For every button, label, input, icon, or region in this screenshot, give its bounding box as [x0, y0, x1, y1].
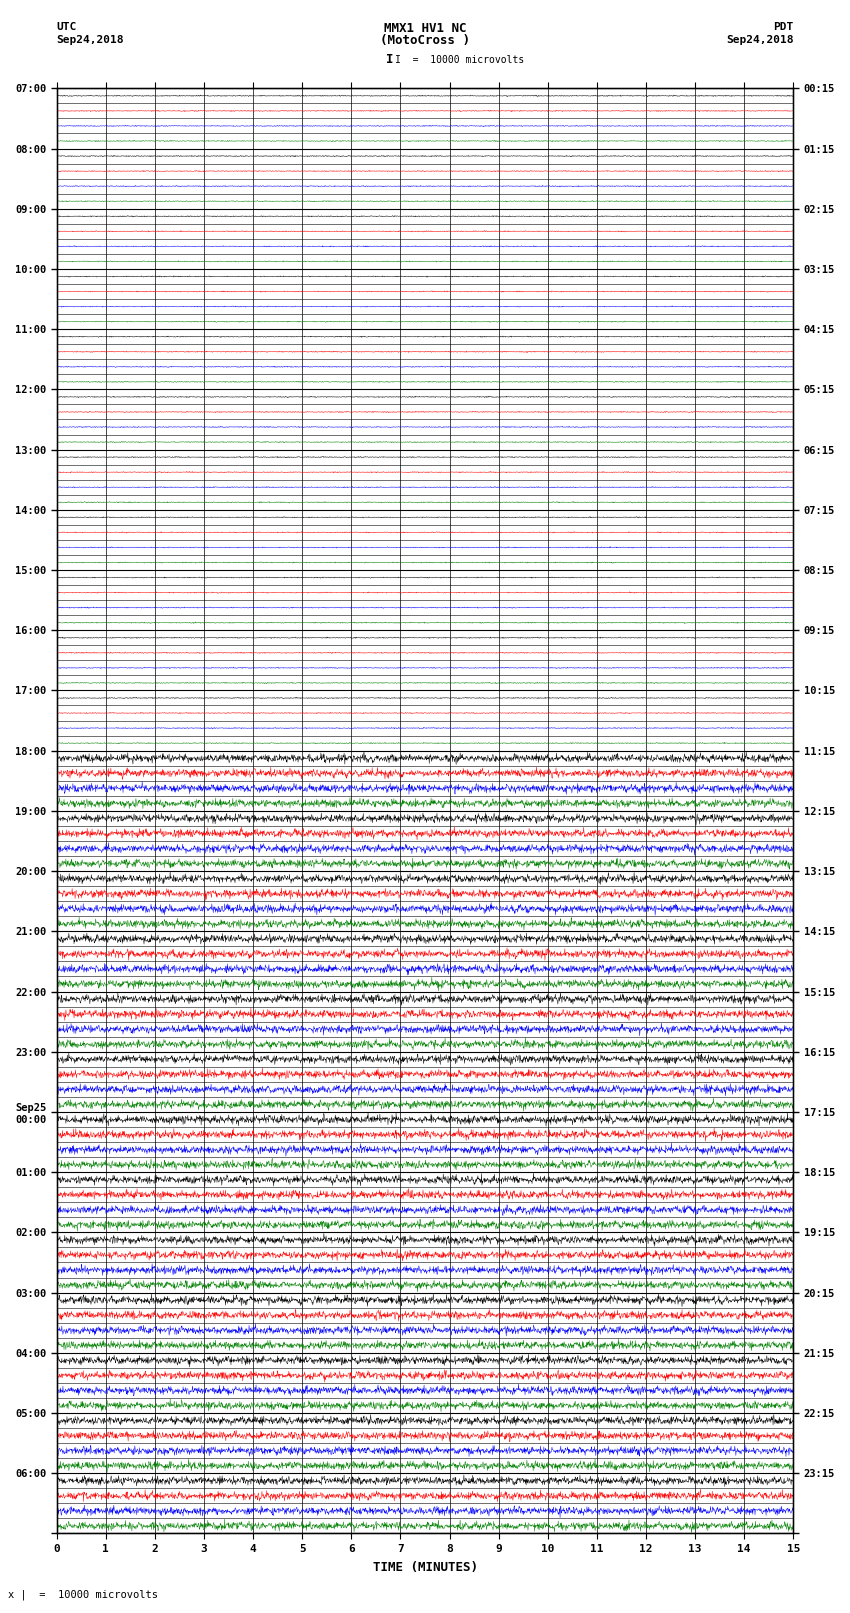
- Text: x |  =  10000 microvolts: x | = 10000 microvolts: [8, 1589, 158, 1600]
- Text: Sep24,2018: Sep24,2018: [57, 35, 124, 45]
- Text: PDT: PDT: [774, 23, 793, 32]
- Text: UTC: UTC: [57, 23, 76, 32]
- X-axis label: TIME (MINUTES): TIME (MINUTES): [372, 1561, 478, 1574]
- Text: MMX1 HV1 NC: MMX1 HV1 NC: [383, 21, 467, 35]
- Text: I  =  10000 microvolts: I = 10000 microvolts: [395, 55, 524, 65]
- Text: (MotoCross ): (MotoCross ): [380, 34, 470, 47]
- Text: Sep24,2018: Sep24,2018: [726, 35, 793, 45]
- Text: I: I: [386, 53, 393, 66]
